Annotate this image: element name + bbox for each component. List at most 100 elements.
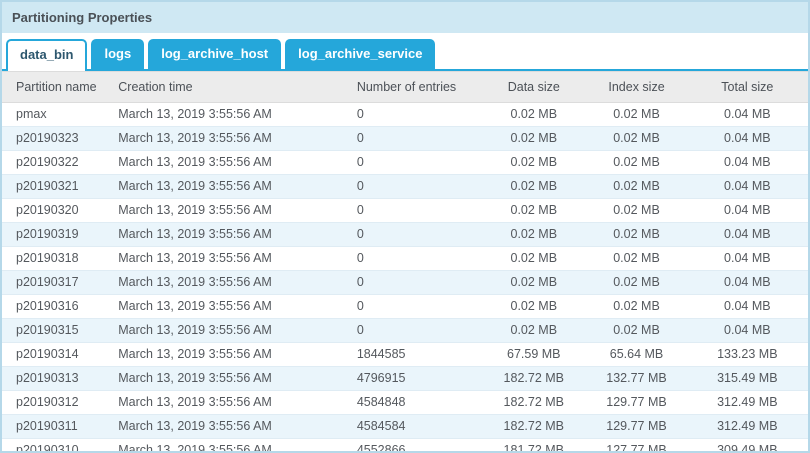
cell-index-size: 129.77 MB xyxy=(586,391,686,415)
tab-logs[interactable]: logs xyxy=(91,39,144,69)
table-body: pmaxMarch 13, 2019 3:55:56 AM00.02 MB0.0… xyxy=(2,103,808,453)
cell-partition-name: p20190323 xyxy=(2,127,112,151)
cell-data-size: 0.02 MB xyxy=(481,295,586,319)
tab-log-archive-service[interactable]: log_archive_service xyxy=(285,39,435,69)
cell-index-size: 0.02 MB xyxy=(586,247,686,271)
column-header-number-of-entries: Number of entries xyxy=(345,72,481,103)
column-header-index-size: Index size xyxy=(586,72,686,103)
cell-total-size: 0.04 MB xyxy=(687,223,808,247)
cell-partition-name: p20190321 xyxy=(2,175,112,199)
cell-total-size: 312.49 MB xyxy=(687,391,808,415)
table-row: p20190318March 13, 2019 3:55:56 AM00.02 … xyxy=(2,247,808,271)
cell-partition-name: p20190312 xyxy=(2,391,112,415)
cell-creation-time: March 13, 2019 3:55:56 AM xyxy=(112,271,345,295)
cell-number-of-entries: 1844585 xyxy=(345,343,481,367)
cell-index-size: 132.77 MB xyxy=(586,367,686,391)
cell-number-of-entries: 4584584 xyxy=(345,415,481,439)
cell-creation-time: March 13, 2019 3:55:56 AM xyxy=(112,439,345,453)
cell-creation-time: March 13, 2019 3:55:56 AM xyxy=(112,175,345,199)
cell-partition-name: p20190314 xyxy=(2,343,112,367)
cell-number-of-entries: 4796915 xyxy=(345,367,481,391)
cell-total-size: 0.04 MB xyxy=(687,103,808,127)
cell-number-of-entries: 0 xyxy=(345,175,481,199)
cell-number-of-entries: 0 xyxy=(345,199,481,223)
cell-total-size: 0.04 MB xyxy=(687,127,808,151)
cell-creation-time: March 13, 2019 3:55:56 AM xyxy=(112,151,345,175)
cell-total-size: 315.49 MB xyxy=(687,367,808,391)
tab-data-bin[interactable]: data_bin xyxy=(6,39,87,71)
cell-total-size: 0.04 MB xyxy=(687,199,808,223)
column-header-partition-name: Partition name xyxy=(2,72,112,103)
cell-partition-name: p20190316 xyxy=(2,295,112,319)
table-row: p20190322March 13, 2019 3:55:56 AM00.02 … xyxy=(2,151,808,175)
cell-total-size: 0.04 MB xyxy=(687,247,808,271)
cell-index-size: 129.77 MB xyxy=(586,415,686,439)
cell-index-size: 0.02 MB xyxy=(586,127,686,151)
table-row: pmaxMarch 13, 2019 3:55:56 AM00.02 MB0.0… xyxy=(2,103,808,127)
table-row: p20190311March 13, 2019 3:55:56 AM458458… xyxy=(2,415,808,439)
cell-partition-name: p20190313 xyxy=(2,367,112,391)
cell-total-size: 0.04 MB xyxy=(687,271,808,295)
cell-data-size: 182.72 MB xyxy=(481,391,586,415)
cell-number-of-entries: 0 xyxy=(345,271,481,295)
cell-data-size: 0.02 MB xyxy=(481,103,586,127)
cell-number-of-entries: 0 xyxy=(345,319,481,343)
table-header: Partition nameCreation timeNumber of ent… xyxy=(2,72,808,103)
cell-data-size: 0.02 MB xyxy=(481,319,586,343)
cell-partition-name: p20190311 xyxy=(2,415,112,439)
table-row: p20190321March 13, 2019 3:55:56 AM00.02 … xyxy=(2,175,808,199)
table-row: p20190323March 13, 2019 3:55:56 AM0 0.02 … xyxy=(2,127,808,151)
cell-data-size: 0.02 MB xyxy=(481,271,586,295)
cell-creation-time: March 13, 2019 3:55:56 AM xyxy=(112,223,345,247)
cell-creation-time: March 13, 2019 3:55:56 AM xyxy=(112,247,345,271)
table-row: p20190316March 13, 2019 3:55:56 AM00.02 … xyxy=(2,295,808,319)
cell-partition-name: p20190318 xyxy=(2,247,112,271)
panel-title: Partitioning Properties xyxy=(2,2,808,33)
cell-partition-name: p20190322 xyxy=(2,151,112,175)
cell-index-size: 0.02 MB xyxy=(586,103,686,127)
cell-partition-name: p20190319 xyxy=(2,223,112,247)
tab-bar: data_binlogslog_archive_hostlog_archive_… xyxy=(2,33,808,71)
cell-total-size: 0.04 MB xyxy=(687,151,808,175)
cell-index-size: 0.02 MB xyxy=(586,151,686,175)
cell-creation-time: March 13, 2019 3:55:56 AM xyxy=(112,415,345,439)
cell-data-size: 0.02 MB xyxy=(481,247,586,271)
cell-data-size: 67.59 MB xyxy=(481,343,586,367)
cell-creation-time: March 13, 2019 3:55:56 AM xyxy=(112,319,345,343)
cell-data-size: 0.02 MB xyxy=(481,223,586,247)
cell-index-size: 0.02 MB xyxy=(586,295,686,319)
partitions-table: Partition nameCreation timeNumber of ent… xyxy=(2,71,808,453)
table-row: p20190317March 13, 2019 3:55:56 AM00.02 … xyxy=(2,271,808,295)
cell-creation-time: March 13, 2019 3:55:56 AM xyxy=(112,127,345,151)
cell-partition-name: p20190317 xyxy=(2,271,112,295)
cell-data-size: 182.72 MB xyxy=(481,415,586,439)
table-row: p20190320March 13, 2019 3:55:56 AM00.02 … xyxy=(2,199,808,223)
column-header-total-size: Total size xyxy=(687,72,808,103)
cell-partition-name: p20190320 xyxy=(2,199,112,223)
cell-total-size: 133.23 MB xyxy=(687,343,808,367)
cell-creation-time: March 13, 2019 3:55:56 AM xyxy=(112,295,345,319)
cell-index-size: 0.02 MB xyxy=(586,271,686,295)
cell-number-of-entries: 4584848 xyxy=(345,391,481,415)
cell-data-size: 182.72 MB xyxy=(481,367,586,391)
table-row: p20190313March 13, 2019 3:55:56 AM479691… xyxy=(2,367,808,391)
tab-log-archive-host[interactable]: log_archive_host xyxy=(148,39,281,69)
column-header-data-size: Data size xyxy=(481,72,586,103)
cell-total-size: 0.04 MB xyxy=(687,175,808,199)
table-row: p20190310March 13, 2019 3:55:56 AM455286… xyxy=(2,439,808,453)
cell-index-size: 65.64 MB xyxy=(586,343,686,367)
cell-number-of-entries: 0 xyxy=(345,127,481,151)
cell-partition-name: p20190315 xyxy=(2,319,112,343)
cell-index-size: 0.02 MB xyxy=(586,319,686,343)
cell-number-of-entries: 0 xyxy=(345,103,481,127)
cell-index-size: 127.77 MB xyxy=(586,439,686,453)
cell-number-of-entries: 4552866 xyxy=(345,439,481,453)
table-row: p20190314March 13, 2019 3:55:56 AM184458… xyxy=(2,343,808,367)
partitioning-properties-panel: Partitioning Properties data_binlogslog_… xyxy=(0,0,810,453)
cell-number-of-entries: 0 xyxy=(345,295,481,319)
cell-creation-time: March 13, 2019 3:55:56 AM xyxy=(112,343,345,367)
cell-creation-time: March 13, 2019 3:55:56 AM xyxy=(112,199,345,223)
cell-creation-time: March 13, 2019 3:55:56 AM xyxy=(112,103,345,127)
table-header-row: Partition nameCreation timeNumber of ent… xyxy=(2,72,808,103)
cell-creation-time: March 13, 2019 3:55:56 AM xyxy=(112,367,345,391)
